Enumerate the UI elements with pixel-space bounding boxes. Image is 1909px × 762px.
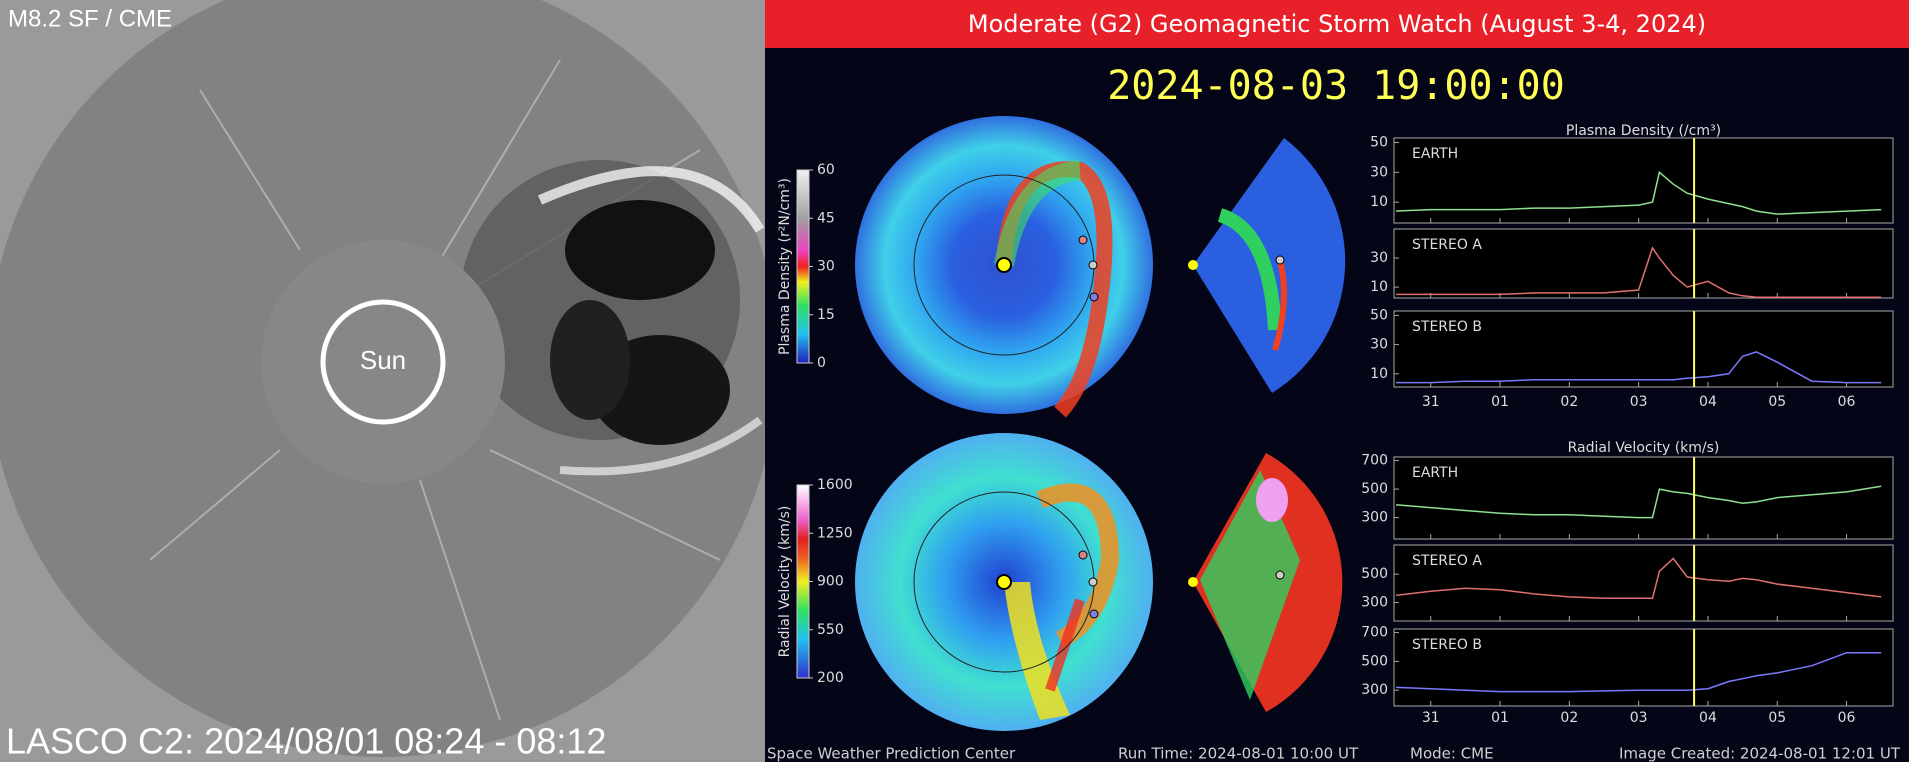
y-tick-label: 300 [1361,682,1388,698]
x-tick-label: 05 [1768,710,1786,726]
y-tick-label: 30 [1370,164,1388,180]
cme-structure [460,160,765,476]
panel-label: EARTH [1412,146,1458,162]
panel-label: STEREO A [1412,237,1482,253]
y-tick-label: 700 [1361,625,1388,641]
panel-label: STEREO B [1412,637,1482,653]
colorbar-tick-label: 45 [817,210,835,226]
plot-title: Radial Velocity (km/s) [1568,440,1720,456]
series-line [1396,351,1882,384]
lasco-label: M8.2 SF / CME [8,5,172,32]
y-tick-label: 50 [1370,134,1388,150]
plot-panel [1393,544,1894,622]
x-tick-label: 05 [1768,394,1786,410]
colorbar-tick-label: 60 [817,162,835,178]
lasco-caption: LASCO C2: 2024/08/01 08:24 - 08:12 [6,721,606,762]
y-tick-label: 300 [1361,595,1388,611]
timestamp: 2024-08-03 19:00:00 [1107,63,1565,109]
y-tick-label: 10 [1370,279,1388,295]
panel-label: EARTH [1412,465,1458,481]
colorbar-tick-label: 1600 [817,477,853,493]
x-tick-label: 31 [1422,394,1440,410]
velocity-disk [855,433,1153,731]
x-tick-label: 31 [1422,710,1440,726]
sun-circle [320,299,446,425]
x-tick-label: 02 [1560,394,1578,410]
colorbar-tick-label: 200 [817,670,844,686]
velocity-wedge [1188,453,1343,712]
density-disk [855,116,1153,418]
panel-label: STEREO B [1412,319,1482,335]
series-line [1396,246,1882,299]
colorbar [796,169,810,364]
y-tick-label: 50 [1370,307,1388,323]
x-tick-label: 06 [1838,710,1856,726]
density-wedge [1188,138,1346,393]
colorbar-tick-label: 30 [817,259,835,275]
y-tick-label: 500 [1361,566,1388,582]
x-tick-label: 01 [1491,710,1509,726]
x-tick-label: 04 [1699,394,1717,410]
y-tick-label: 700 [1361,453,1388,469]
series-line [1396,557,1882,600]
series-line [1396,651,1882,693]
y-tick-label: 300 [1361,510,1388,526]
y-tick-label: 10 [1370,194,1388,210]
plot-title: Plasma Density (/cm³) [1566,123,1721,139]
sun-label: Sun [360,345,406,375]
plot-panel [1393,628,1894,707]
x-tick-label: 01 [1491,394,1509,410]
colorbar-tick-label: 15 [817,307,835,323]
y-tick-label: 30 [1370,337,1388,353]
colorbar-tick-label: 0 [817,355,826,371]
colorbar-label: Radial Velocity (km/s) [777,506,793,658]
series-line [1396,485,1882,519]
x-tick-label: 02 [1560,710,1578,726]
colorbar-tick-label: 550 [817,622,844,638]
title: Moderate (G2) Geomagnetic Storm Watch (A… [968,10,1706,38]
y-tick-label: 500 [1361,481,1388,497]
y-tick-label: 30 [1370,250,1388,266]
plot-panel [1393,137,1894,224]
footer-created: Image Created: 2024-08-01 12:01 UT [1619,745,1901,762]
colorbar-tick-label: 900 [817,574,844,590]
plot-panel [1393,310,1894,388]
occulter [261,240,505,484]
plot-panel [1393,456,1894,540]
x-tick-label: 03 [1630,710,1648,726]
lasco-panel: Sun M8.2 SF / CME LASCO C2: 2024/08/01 0… [0,0,765,762]
footer-run-time: Run Time: 2024-08-01 10:00 UT [1118,745,1359,762]
colorbar-label: Plasma Density (r²N/cm³) [777,178,793,355]
footer-mode: Mode: CME [1410,745,1494,762]
x-tick-label: 03 [1630,394,1648,410]
plot-panel [1393,228,1894,299]
series-line [1396,170,1882,215]
footer-center: Space Weather Prediction Center [767,745,1016,762]
x-tick-label: 04 [1699,710,1717,726]
title-bar [765,0,1909,48]
y-tick-label: 500 [1361,653,1388,669]
panel-label: STEREO A [1412,553,1482,569]
x-tick-label: 06 [1838,394,1856,410]
colorbar [796,484,810,679]
colorbar-tick-label: 1250 [817,525,853,541]
y-tick-label: 10 [1370,366,1388,382]
